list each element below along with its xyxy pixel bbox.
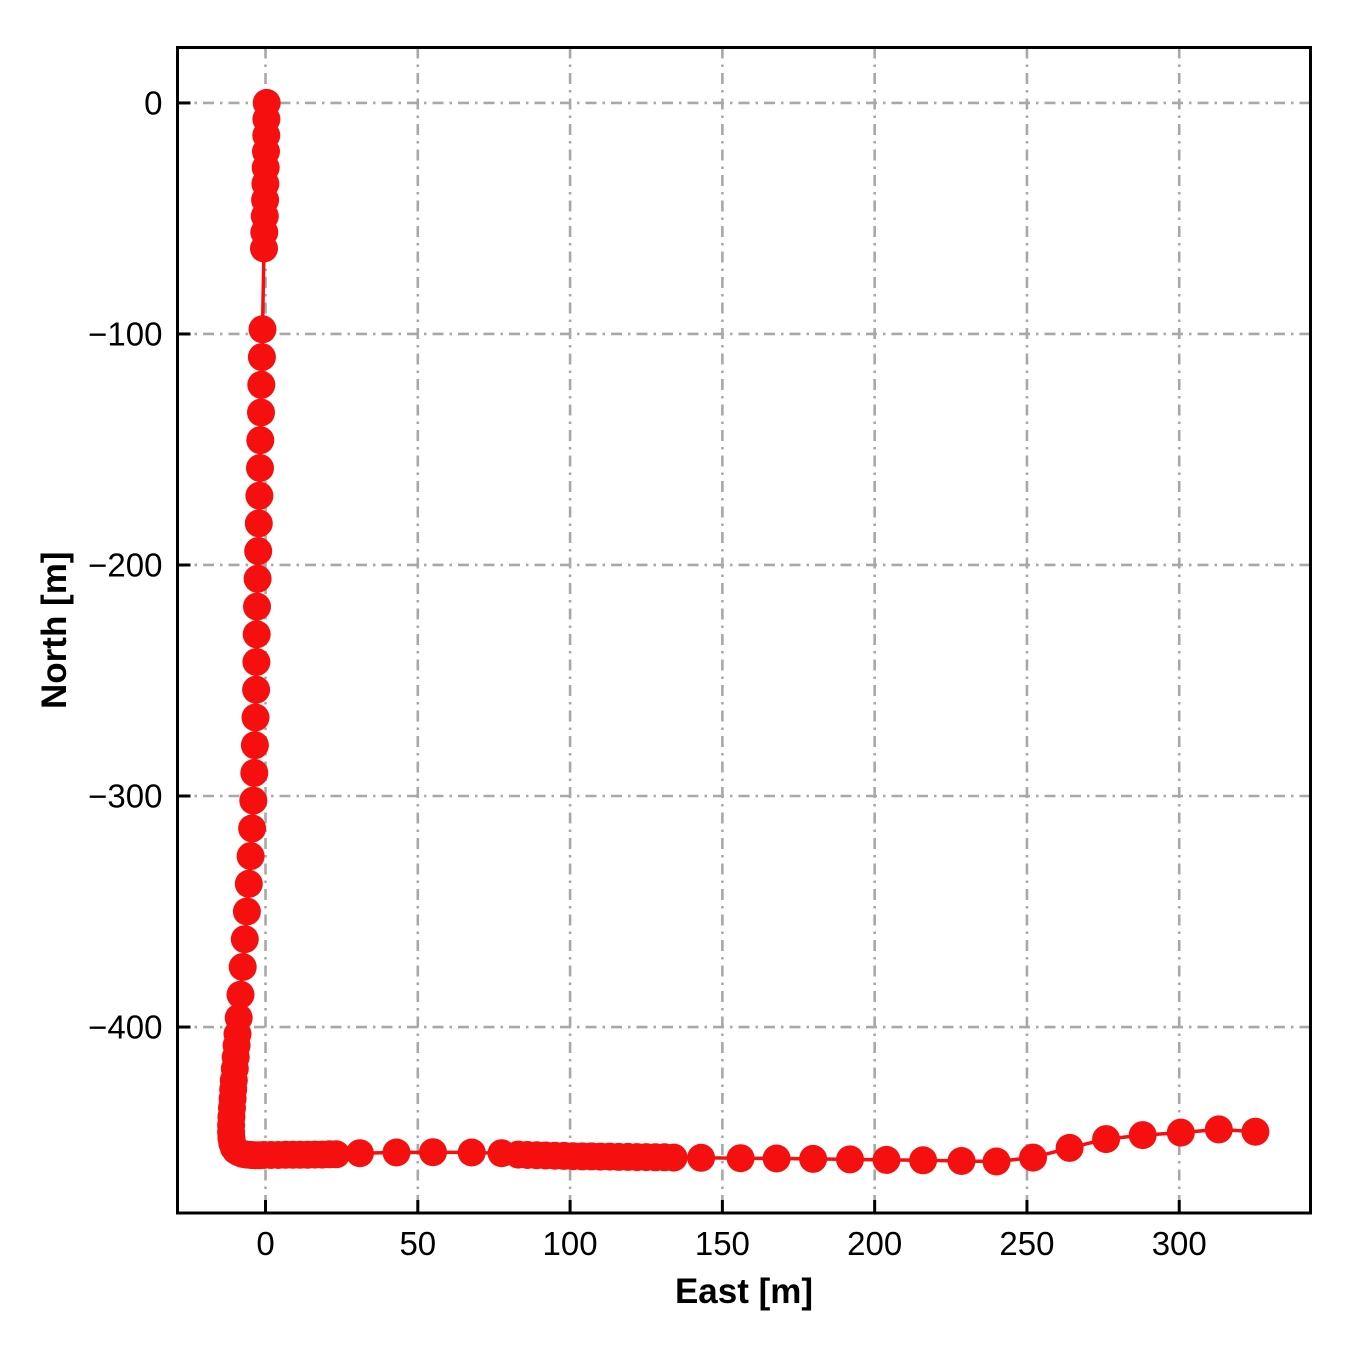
trajectory-point (1019, 1143, 1047, 1172)
trajectory-point (982, 1147, 1011, 1176)
x-tick-label: 0 (256, 1225, 274, 1262)
y-tick-label: −300 (88, 778, 162, 815)
trajectory-point (322, 1140, 351, 1169)
trajectory-point (240, 731, 269, 760)
trajectory-point (232, 897, 261, 926)
x-tick-label: 150 (695, 1225, 750, 1262)
trajectory-point (1092, 1125, 1121, 1154)
trajectory-markers (217, 88, 1270, 1176)
trajectory-point (226, 980, 255, 1009)
trajectory-point (246, 454, 274, 482)
trajectory-point (240, 758, 269, 787)
trajectory-point (947, 1147, 976, 1175)
trajectory-point (230, 925, 259, 954)
trajectory-point (382, 1138, 411, 1167)
trajectory-point (241, 703, 270, 732)
trajectory-point (457, 1138, 486, 1167)
y-tick-label: −200 (88, 546, 162, 583)
x-tick-label: 50 (399, 1225, 436, 1262)
trajectory-point (245, 481, 274, 510)
trajectory-point (239, 786, 268, 815)
trajectory-point (248, 315, 277, 344)
trajectory-point (872, 1145, 901, 1174)
trajectory-point (242, 620, 271, 649)
trajectory-point (726, 1144, 755, 1173)
x-tick-label: 300 (1152, 1225, 1207, 1262)
trajectory-point (1204, 1115, 1233, 1144)
trajectory-point (247, 370, 276, 399)
trajectory-point (1055, 1133, 1084, 1162)
grid-lines (177, 47, 1311, 1213)
trajectory-point (345, 1139, 374, 1168)
trajectory-point (242, 648, 271, 676)
trajectory-point (243, 592, 271, 621)
trajectory-point (228, 953, 257, 981)
trajectory-point (242, 675, 271, 704)
trajectory-point (236, 842, 265, 871)
trajectory-point (659, 1143, 688, 1172)
trajectory-point (909, 1146, 938, 1175)
trajectory-point (1166, 1118, 1195, 1147)
trajectory-point (1128, 1121, 1157, 1150)
trajectory-point (799, 1144, 828, 1173)
plot-border (176, 46, 1312, 1215)
trajectory-point (1241, 1117, 1270, 1146)
trajectory-point (836, 1145, 864, 1174)
x-tick-label: 100 (543, 1225, 598, 1262)
trajectory-point (243, 564, 272, 593)
trajectory-point (238, 814, 267, 843)
axis-ticks (177, 101, 1181, 1213)
y-tick-label: 0 (144, 84, 162, 121)
trajectory-point (687, 1143, 716, 1172)
trajectory-point (247, 398, 275, 427)
x-axis-label: East [m] (675, 1272, 813, 1311)
trajectory-point (246, 426, 275, 455)
trajectory-point (762, 1144, 791, 1173)
y-tick-label: −100 (88, 315, 162, 352)
trajectory-point (234, 869, 263, 898)
trajectory-point (419, 1138, 447, 1167)
y-axis-label: North [m] (35, 552, 74, 709)
trajectory-point (250, 234, 278, 263)
trajectory-point (247, 343, 276, 372)
trajectory-point (244, 537, 273, 566)
x-tick-label: 250 (999, 1225, 1054, 1262)
x-tick-label: 200 (847, 1225, 902, 1262)
trajectory-point (244, 509, 273, 538)
y-tick-label: −400 (88, 1009, 162, 1046)
